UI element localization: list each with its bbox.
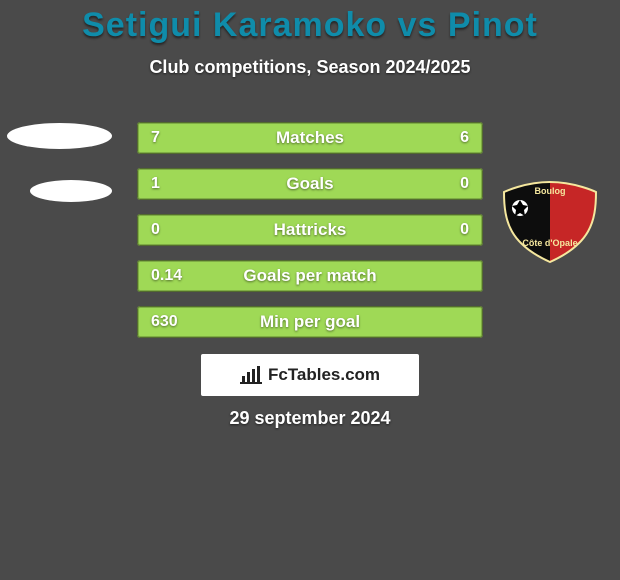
stat-label: Goals per match — [137, 260, 483, 292]
badge-top-text: Boulog — [500, 186, 600, 196]
subtitle: Club competitions, Season 2024/2025 — [0, 57, 620, 78]
stat-label: Min per goal — [137, 306, 483, 338]
stat-row: 0.14Goals per match — [137, 260, 483, 292]
badge-bottom-text: Côte d'Opale — [500, 238, 600, 248]
page-title: Setigui Karamoko vs Pinot — [0, 0, 620, 45]
stat-label: Goals — [137, 168, 483, 200]
stat-row: 00Hattricks — [137, 214, 483, 246]
comparison-widget: Setigui Karamoko vs Pinot Club competiti… — [0, 0, 620, 580]
date-label: 29 september 2024 — [0, 408, 620, 429]
source-logo-text: FcTables.com — [268, 365, 380, 385]
shield-icon: Boulog Côte d'Opale — [500, 178, 600, 264]
player-right-club-badge: Boulog Côte d'Opale — [500, 178, 600, 264]
source-logo: FcTables.com — [201, 354, 419, 396]
stat-row: 10Goals — [137, 168, 483, 200]
stat-row: 76Matches — [137, 122, 483, 154]
bar-chart-icon — [240, 366, 262, 384]
player-left-avatar — [7, 123, 112, 149]
comparison-bars: 76Matches 10Goals 00Hattricks 0.14Goals per… — [137, 122, 483, 352]
stat-label: Matches — [137, 122, 483, 154]
stat-label: Hattricks — [137, 214, 483, 246]
player-left-club-logo — [30, 180, 112, 202]
stat-row: 630Min per goal — [137, 306, 483, 338]
